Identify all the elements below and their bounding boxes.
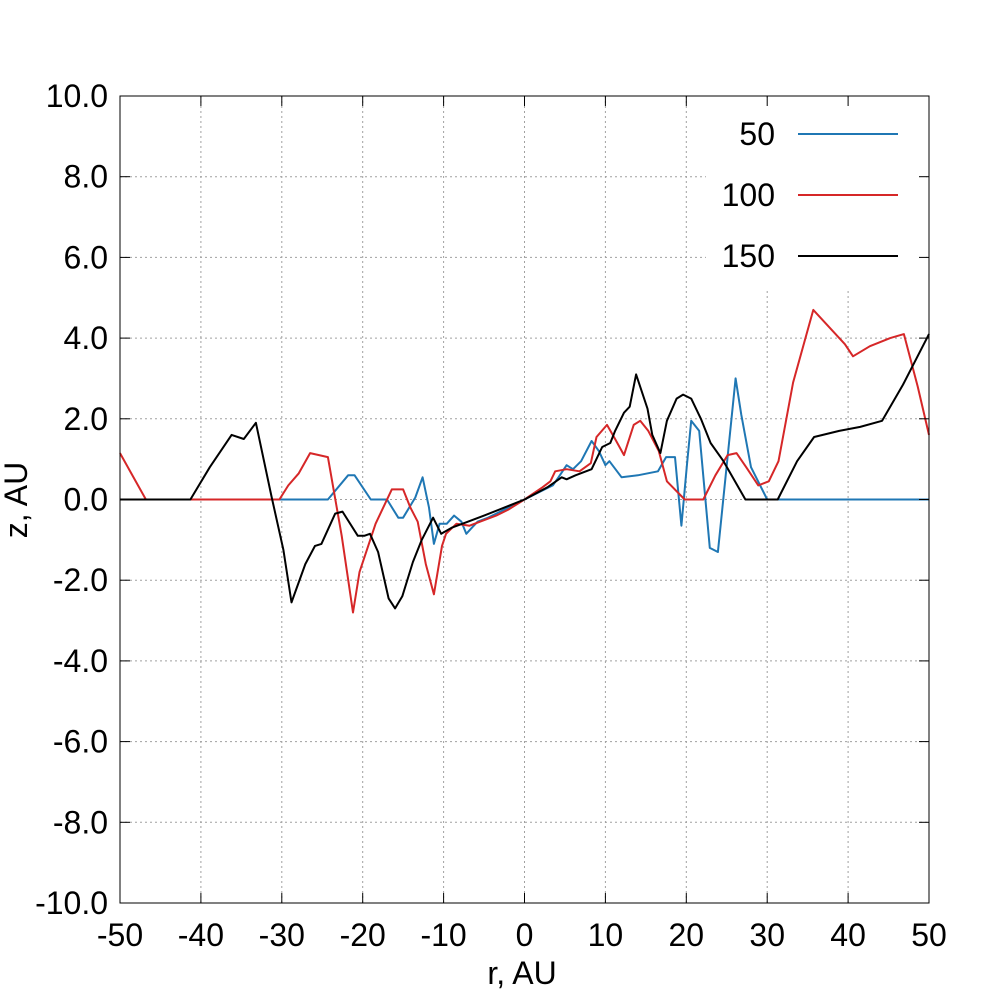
y-tick-label: 10.0 [46, 78, 108, 114]
y-tick-label: 6.0 [64, 239, 108, 275]
x-tick-label: 20 [669, 917, 705, 953]
y-tick-label: -6.0 [53, 724, 108, 760]
y-tick-label: 0.0 [64, 482, 108, 518]
y-tick-label: -10.0 [35, 885, 108, 921]
y-tick-label: -4.0 [53, 643, 108, 679]
x-tick-label: -30 [259, 917, 305, 953]
series-line-50 [120, 377, 929, 553]
legend-label-150: 150 [722, 238, 775, 274]
y-tick-labels: 10.0 8.0 6.0 4.0 2.0 0.0 -2.0 -4.0 -6.0 -8.0 -10.0 [35, 78, 108, 921]
x-tick-label: -20 [340, 917, 386, 953]
y-tick-label: 4.0 [64, 320, 108, 356]
x-tick-labels: -50 -40 -30 -20 -10 0 10 20 30 40 50 [97, 917, 947, 953]
y-tick-label: 2.0 [64, 401, 108, 437]
axis-ticks [119, 95, 930, 904]
series-lines [119, 308, 930, 614]
series-line-150 [120, 333, 930, 610]
legend: 50 100 150 [722, 116, 898, 274]
x-axis-title: r, AU [487, 955, 556, 991]
x-tick-label: -10 [420, 917, 466, 953]
x-tick-label: 0 [516, 917, 534, 953]
x-tick-label: -50 [97, 917, 143, 953]
x-tick-label: 40 [830, 917, 866, 953]
x-tick-label: 50 [911, 917, 947, 953]
y-axis-title: z, AU [0, 462, 34, 538]
legend-label-50: 50 [739, 116, 775, 152]
y-tick-label: -2.0 [53, 562, 108, 598]
x-tick-label: 10 [588, 917, 624, 953]
legend-label-100: 100 [722, 177, 775, 213]
y-tick-label: 8.0 [64, 159, 108, 195]
x-tick-label: 30 [749, 917, 785, 953]
y-tick-label: -8.0 [53, 804, 108, 840]
x-tick-label: -40 [178, 917, 224, 953]
series-line-100 [119, 308, 930, 614]
